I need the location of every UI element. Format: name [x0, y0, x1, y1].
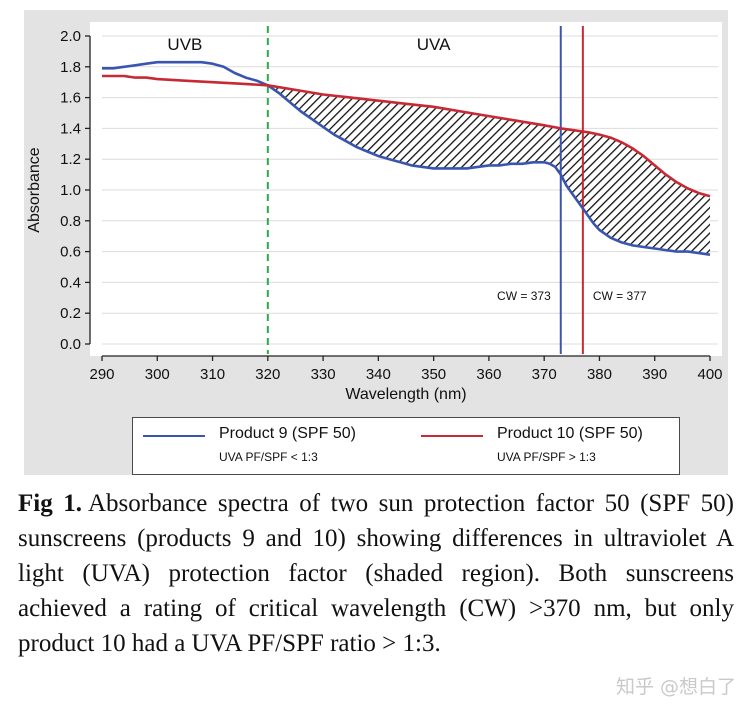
series-line-product-9 — [102, 60, 711, 256]
x-tick-label: 370 — [532, 366, 557, 383]
caption-text: Absorbance spectra of two sun protection… — [18, 490, 734, 657]
legend-swatch-product-10 — [421, 435, 483, 437]
watermark: 知乎 @想白了 — [615, 676, 736, 698]
cw-label-377: CW = 377 — [593, 289, 647, 303]
legend-sublabel-product-9: UVA PF/SPF < 1:3 — [219, 450, 318, 464]
y-tick-label: 0.6 — [60, 244, 81, 261]
y-tick-label: 1.6 — [60, 90, 81, 107]
y-tick-label: 0.4 — [60, 274, 81, 291]
y-tick-label: 0.2 — [60, 305, 81, 322]
x-tick-label: 300 — [145, 366, 170, 383]
x-tick-label: 400 — [697, 366, 722, 383]
series-line-product-10 — [102, 74, 711, 198]
reference-lines — [266, 26, 584, 354]
y-tick-label: 1.8 — [60, 59, 81, 76]
region-label-uva: UVA — [417, 35, 451, 54]
y-axis-label: Absorbance — [26, 147, 43, 232]
shaded-area — [267, 85, 710, 255]
x-tick-label: 390 — [642, 366, 667, 383]
x-tick-label: 330 — [311, 366, 336, 383]
legend-label-product-10: Product 10 (SPF 50) — [497, 425, 643, 442]
legend-label-product-9: Product 9 (SPF 50) — [219, 425, 356, 442]
figure-panel: 0.0 0.2 0.4 0.6 0.8 1.0 1.2 1.4 1.6 1.8 2.0 290 300 3… — [24, 10, 728, 475]
y-tick-label: 1.2 — [60, 151, 81, 168]
x-tick-label: 380 — [587, 366, 612, 383]
x-tick-label: 340 — [366, 366, 391, 383]
cw-label-373: CW = 373 — [497, 289, 551, 303]
axes: 0.0 0.2 0.4 0.6 0.8 1.0 1.2 1.4 1.6 1.8 2.0 290 300 3… — [60, 28, 722, 383]
series-lines — [102, 60, 711, 256]
region-label-uvb: UVB — [167, 35, 202, 54]
x-tick-label: 360 — [476, 366, 501, 383]
figure-label: Fig 1. — [18, 490, 82, 517]
y-tick-label: 1.0 — [60, 182, 81, 199]
y-tick-label: 1.4 — [60, 120, 81, 137]
y-tick-label: 0.0 — [60, 336, 81, 353]
y-tick-label: 2.0 — [60, 28, 81, 45]
x-tick-label: 290 — [89, 366, 114, 383]
legend-sublabel-product-10: UVA PF/SPF > 1:3 — [497, 450, 596, 464]
legend: Product 9 (SPF 50) UVA PF/SPF < 1:3 Prod… — [132, 417, 680, 475]
x-tick-label: 310 — [200, 366, 225, 383]
x-axis-label: Wavelength (nm) — [345, 386, 466, 403]
y-tick-label: 0.8 — [60, 213, 81, 230]
grid-lines — [102, 35, 718, 345]
shaded-region — [267, 85, 710, 255]
legend-swatch-product-9 — [143, 435, 205, 437]
chart-labels: Wavelength (nm) Absorbance UVB UVA CW = 373 C… — [26, 35, 647, 403]
x-tick-label: 320 — [255, 366, 280, 383]
absorbance-chart: 0.0 0.2 0.4 0.6 0.8 1.0 1.2 1.4 1.6 1.8 2.0 290 300 3… — [26, 22, 723, 403]
figure-caption: Fig 1. Absorbance spectra of two sun prot… — [18, 486, 734, 661]
x-tick-label: 350 — [421, 366, 446, 383]
